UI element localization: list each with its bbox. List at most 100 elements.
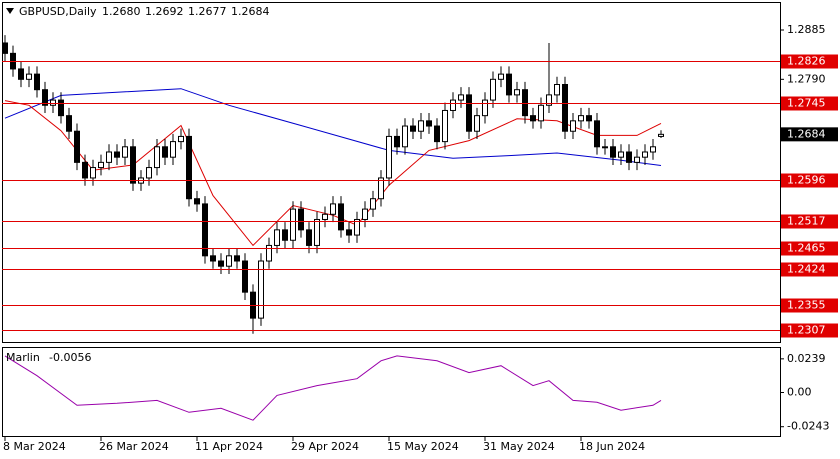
menu-triangle[interactable] bbox=[6, 8, 14, 14]
price-label: 1.2684 bbox=[787, 127, 826, 140]
level-label-box bbox=[781, 262, 838, 277]
candle-body bbox=[82, 161, 88, 179]
candle-body bbox=[34, 73, 40, 91]
candle-body bbox=[58, 99, 64, 117]
candle-body bbox=[642, 151, 648, 158]
candle-body bbox=[266, 244, 272, 262]
indicator-value: -0.0056 bbox=[49, 351, 91, 364]
price-label-box bbox=[781, 127, 838, 142]
level-label: 1.2355 bbox=[787, 299, 826, 312]
candle-body bbox=[506, 73, 512, 96]
candle-body bbox=[586, 115, 592, 122]
candle-body bbox=[322, 213, 328, 220]
candle-body bbox=[226, 255, 232, 267]
candle-body bbox=[242, 260, 248, 293]
candle-body bbox=[514, 89, 520, 96]
candle-body bbox=[626, 151, 632, 163]
level-label: 1.2596 bbox=[787, 174, 826, 187]
candle-body bbox=[66, 115, 72, 132]
candle-body bbox=[426, 120, 432, 127]
x-tick-label: 15 May 2024 bbox=[387, 440, 459, 453]
price-pane bbox=[2, 2, 781, 343]
candle-body bbox=[522, 89, 528, 117]
candle-body bbox=[282, 229, 288, 241]
candle-body bbox=[418, 120, 424, 132]
candle-body bbox=[370, 198, 376, 210]
candle-body bbox=[570, 120, 576, 132]
candle-body bbox=[234, 255, 240, 262]
candle-body bbox=[474, 115, 480, 132]
candle-body bbox=[482, 99, 488, 117]
candle-body bbox=[298, 208, 304, 231]
candle-body bbox=[338, 203, 344, 231]
candle-body bbox=[354, 218, 360, 236]
ohlc-low: 1.2677 bbox=[188, 5, 227, 18]
y-tick-label: -0.0243 bbox=[787, 420, 829, 433]
level-label-box bbox=[781, 54, 838, 69]
x-tick-label: 18 Jun 2024 bbox=[579, 440, 645, 453]
candle-body bbox=[122, 146, 128, 158]
candle-body bbox=[498, 73, 504, 80]
level-label: 1.2465 bbox=[787, 242, 826, 255]
candle-body bbox=[546, 94, 552, 106]
candle-body bbox=[610, 146, 616, 158]
candle-body bbox=[186, 135, 192, 200]
y-tick-label: 0.00 bbox=[787, 385, 812, 398]
level-label-box bbox=[781, 241, 838, 256]
candle-body bbox=[410, 125, 416, 132]
candle-body bbox=[170, 141, 176, 158]
y-tick-label: 0.0239 bbox=[787, 352, 826, 365]
candle-body bbox=[218, 260, 224, 267]
candle-body bbox=[42, 89, 48, 106]
candle-body bbox=[146, 167, 152, 179]
candle-body bbox=[578, 115, 584, 122]
candle-body bbox=[538, 104, 544, 122]
ohlc-high: 1.2692 bbox=[145, 5, 184, 18]
candle-body bbox=[50, 99, 56, 106]
candle-body bbox=[194, 198, 200, 205]
candle-body bbox=[106, 151, 112, 163]
x-tick-label: 8 Mar 2024 bbox=[3, 440, 66, 453]
candle-body bbox=[2, 42, 8, 54]
candle-body bbox=[618, 151, 624, 158]
level-label-box bbox=[781, 96, 838, 111]
candle-body bbox=[202, 203, 208, 257]
candle-body bbox=[306, 229, 312, 246]
ohlc-close: 1.2684 bbox=[231, 5, 270, 18]
y-tick-label: 1.2790 bbox=[787, 72, 826, 85]
candle-body bbox=[90, 167, 96, 179]
candle-body bbox=[490, 78, 496, 101]
x-tick-label: 11 Apr 2024 bbox=[195, 440, 263, 453]
candle-body bbox=[178, 135, 184, 143]
candle-body bbox=[346, 229, 352, 236]
level-label: 1.2826 bbox=[787, 55, 826, 68]
candle-body bbox=[114, 151, 120, 158]
candle-body bbox=[258, 260, 264, 319]
candle-body bbox=[394, 135, 400, 148]
candle-body bbox=[658, 133, 664, 137]
candle-body bbox=[274, 229, 280, 246]
candle-body bbox=[130, 146, 136, 184]
level-label: 1.2745 bbox=[787, 97, 826, 110]
candle-body bbox=[18, 68, 24, 80]
indicator-name: Marlin bbox=[6, 351, 40, 364]
candle-body bbox=[162, 146, 168, 158]
candle-body bbox=[378, 177, 384, 200]
candle-body bbox=[466, 94, 472, 132]
candle-body bbox=[450, 99, 456, 111]
candle-body bbox=[442, 109, 448, 143]
x-tick-label: 31 May 2024 bbox=[483, 440, 555, 453]
ohlc-open: 1.2680 bbox=[102, 5, 141, 18]
candle-body bbox=[530, 115, 536, 122]
indicator-line bbox=[4, 355, 662, 421]
level-label-box bbox=[781, 173, 838, 188]
candle-body bbox=[98, 161, 104, 169]
y-tick-label: 1.2885 bbox=[787, 23, 826, 36]
candle-body bbox=[594, 120, 600, 148]
symbol: GBPUSD,Daily bbox=[19, 5, 97, 18]
candle-body bbox=[554, 84, 560, 96]
candle-body bbox=[330, 203, 336, 215]
candle-body bbox=[650, 146, 656, 153]
x-tick-label: 26 Mar 2024 bbox=[99, 440, 169, 453]
